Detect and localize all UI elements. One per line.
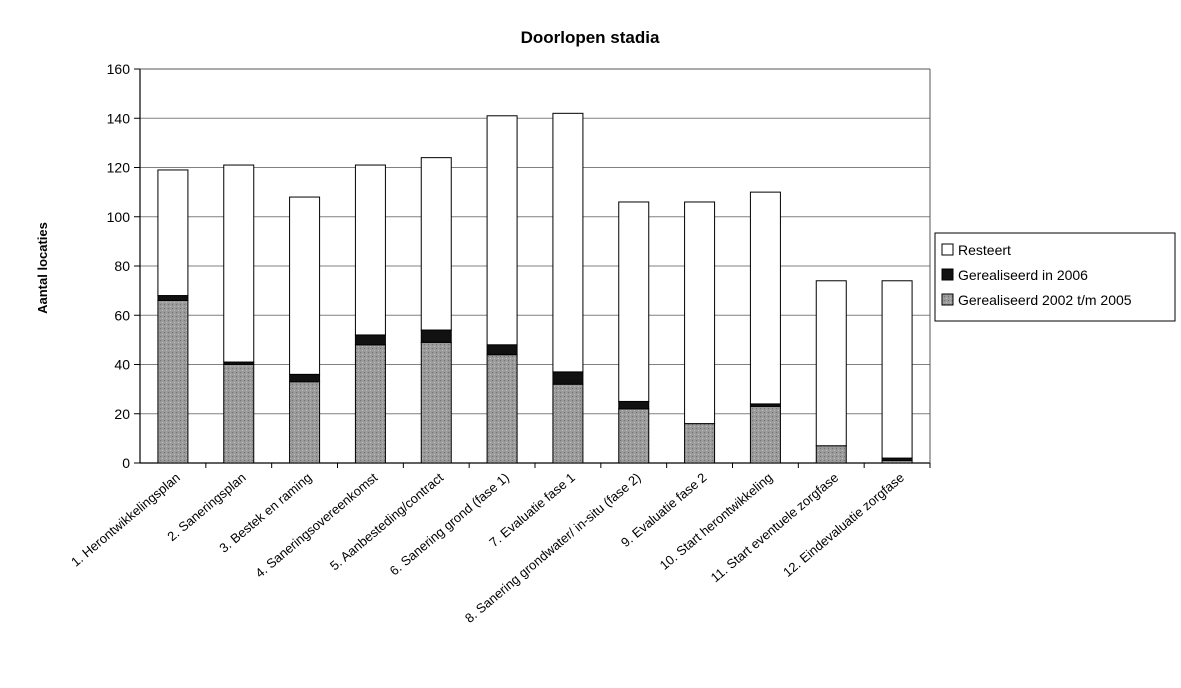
bar-6-gerealiseerd-2002-t-m-2005 [486, 354, 518, 464]
y-tick-label-160: 160 [107, 61, 131, 77]
bar-3-gerealiseerd-2002-t-m-2005 [289, 381, 321, 464]
bar-4-gerealiseerd-in-2006 [354, 334, 386, 346]
x-tick-label-5: 5. Aanbesteding/contract [327, 470, 447, 574]
bar-2-resteert [223, 164, 255, 363]
bar-7-gerealiseerd-in-2006 [552, 371, 584, 385]
bar-5-gerealiseerd-in-2006 [420, 329, 452, 343]
bar-5-resteert [420, 157, 452, 331]
bar-5-gerealiseerd-2002-t-m-2005 [420, 341, 452, 464]
y-tick-label-140: 140 [107, 110, 131, 126]
grid-lines [140, 68, 930, 415]
bar-11-resteert [815, 280, 847, 447]
legend-label-2: Gerealiseerd in 2006 [958, 267, 1088, 283]
legend-swatch-2 [941, 268, 954, 281]
legend: Resteert Gerealiseerd in 2006 Gerealiseerd… [934, 232, 1176, 322]
bar-6-resteert [486, 115, 518, 346]
y-tick-label-40: 40 [114, 357, 130, 373]
x-tick-label-1: 1. Herontwikkelingsplan [68, 470, 183, 570]
bar-8-gerealiseerd-in-2006 [618, 400, 650, 410]
bar-4-resteert [354, 164, 386, 336]
bar-3-gerealiseerd-in-2006 [289, 373, 321, 383]
y-axis-label: Aantal locaties [35, 222, 50, 314]
bar-8-resteert [618, 201, 650, 402]
legend-label-3: Gerealiseerd 2002 t/m 2005 [958, 292, 1132, 308]
bar-1-resteert [157, 169, 189, 297]
bar-10-gerealiseerd-2002-t-m-2005 [749, 405, 781, 464]
bar-7-resteert [552, 112, 584, 373]
bar-1-gerealiseerd-in-2006 [157, 295, 189, 301]
bar-11-gerealiseerd-2002-t-m-2005 [815, 445, 847, 464]
bar-6-gerealiseerd-in-2006 [486, 344, 518, 356]
bar-12-resteert [881, 280, 913, 459]
x-tick-label-10: 10. Start herontwikkeling [657, 470, 776, 573]
x-tick-label-12: 12. Eindevaluatie zorgfase [780, 470, 907, 580]
bar-3-resteert [289, 196, 321, 375]
legend-swatch-3 [941, 293, 954, 306]
y-tick-label-20: 20 [114, 406, 130, 422]
x-tick-label-4: 4. Saneringsovereenkomst [252, 470, 380, 581]
y-tick-label-0: 0 [122, 455, 130, 471]
bar-1-gerealiseerd-2002-t-m-2005 [157, 299, 189, 464]
bar-9-resteert [684, 201, 716, 425]
y-tick-label-60: 60 [114, 307, 130, 323]
bar-4-gerealiseerd-2002-t-m-2005 [354, 344, 386, 464]
y-tick-label-100: 100 [107, 209, 131, 225]
y-tick-label-120: 120 [107, 160, 131, 176]
x-tick-label-6: 6. Sanering grond (fase 1) [387, 470, 512, 579]
bars [157, 112, 913, 464]
x-tick-label-11: 11. Start eventuele zorgfase [708, 470, 841, 585]
bar-10-resteert [749, 191, 781, 405]
bar-9-gerealiseerd-2002-t-m-2005 [684, 423, 716, 464]
y-tick-label-80: 80 [114, 258, 130, 274]
chart-title: Doorlopen stadia [521, 28, 660, 47]
legend-swatch-1 [941, 243, 954, 256]
bar-8-gerealiseerd-2002-t-m-2005 [618, 408, 650, 464]
legend-box [934, 232, 1176, 322]
bar-7-gerealiseerd-2002-t-m-2005 [552, 383, 584, 464]
legend-label-1: Resteert [958, 242, 1011, 258]
bar-2-gerealiseerd-2002-t-m-2005 [223, 364, 255, 464]
